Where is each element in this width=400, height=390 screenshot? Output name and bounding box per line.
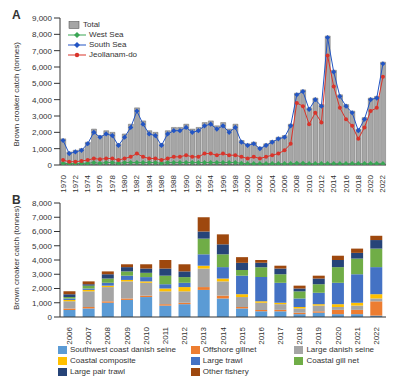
svg-text:4,000: 4,000 (32, 256, 53, 265)
svg-text:8,000: 8,000 (32, 30, 53, 39)
svg-text:Brown croaker catch (tonnes): Brown croaker catch (tonnes) (12, 205, 21, 310)
html-text:Jeollanam-do: Jeollanam-do (89, 50, 137, 59)
svg-text:2008: 2008 (103, 326, 112, 344)
svg-text:2006: 2006 (65, 326, 74, 344)
svg-text:2010: 2010 (305, 174, 314, 192)
html-text:A: A (12, 8, 21, 22)
html-text:South Sea: South Sea (89, 40, 127, 49)
html-text:West Sea: West Sea (89, 30, 124, 39)
svg-text:2007: 2007 (84, 326, 93, 344)
svg-text:1,000: 1,000 (32, 145, 53, 154)
svg-text:1984: 1984 (145, 174, 154, 192)
svg-text:2,000: 2,000 (32, 284, 53, 293)
svg-text:1976: 1976 (95, 174, 104, 192)
svg-text:2014: 2014 (329, 174, 338, 192)
svg-text:7,000: 7,000 (32, 47, 53, 56)
svg-text:6,000: 6,000 (32, 227, 53, 236)
html-text:Coastal gill net: Coastal gill net (306, 356, 359, 365)
svg-text:7,000: 7,000 (32, 213, 53, 222)
svg-text:1986: 1986 (157, 174, 166, 192)
svg-text:2004: 2004 (268, 174, 277, 192)
svg-text:2014: 2014 (219, 326, 228, 344)
svg-text:2002: 2002 (255, 174, 264, 192)
html-text:B: B (12, 193, 21, 207)
html-text:Offshore gillnet: Offshore gillnet (202, 345, 257, 354)
svg-text:2021: 2021 (353, 326, 362, 344)
svg-text:2022: 2022 (372, 326, 381, 344)
html-text:Large pair trawl: Large pair trawl (70, 367, 126, 376)
svg-text:1988: 1988 (169, 174, 178, 192)
svg-text:2016: 2016 (257, 326, 266, 344)
svg-text:2020: 2020 (366, 174, 375, 192)
svg-text:2011: 2011 (161, 326, 170, 344)
svg-text:1998: 1998 (231, 174, 240, 192)
svg-text:1,000: 1,000 (32, 299, 53, 308)
svg-text:1992: 1992 (194, 174, 203, 192)
svg-text:3,000: 3,000 (32, 270, 53, 279)
svg-text:2008: 2008 (292, 174, 301, 192)
svg-text:2019: 2019 (314, 326, 323, 344)
html-text:Coastal composite: Coastal composite (70, 356, 136, 365)
svg-text:2012: 2012 (317, 174, 326, 192)
svg-text:1974: 1974 (83, 174, 92, 192)
svg-text:1972: 1972 (71, 174, 80, 192)
svg-text:2012: 2012 (180, 326, 189, 344)
svg-text:5,000: 5,000 (32, 242, 53, 251)
svg-text:2,000: 2,000 (32, 128, 53, 137)
html-text:Southwest coast danish seine: Southwest coast danish seine (70, 345, 176, 354)
svg-text:9,000: 9,000 (32, 14, 53, 23)
svg-text:1990: 1990 (182, 174, 191, 192)
svg-text:0: 0 (48, 161, 53, 170)
svg-text:1982: 1982 (132, 174, 141, 192)
svg-text:2017: 2017 (276, 326, 285, 344)
svg-text:4,000: 4,000 (32, 96, 53, 105)
svg-text:5,000: 5,000 (32, 79, 53, 88)
svg-text:1994: 1994 (206, 174, 215, 192)
svg-text:2018: 2018 (295, 326, 304, 344)
html-text:Large danish seine: Large danish seine (306, 345, 374, 354)
svg-text:1996: 1996 (219, 174, 228, 192)
svg-text:2016: 2016 (342, 174, 351, 192)
svg-text:Brown croaker catch (tonnes): Brown croaker catch (tonnes) (12, 42, 21, 147)
svg-text:6,000: 6,000 (32, 63, 53, 72)
svg-text:0: 0 (48, 313, 53, 322)
svg-text:1978: 1978 (108, 174, 117, 192)
svg-text:1980: 1980 (120, 174, 129, 192)
svg-text:1970: 1970 (59, 174, 68, 192)
svg-text:2009: 2009 (123, 326, 132, 344)
svg-text:2020: 2020 (334, 326, 343, 344)
svg-text:2015: 2015 (238, 326, 247, 344)
svg-text:2010: 2010 (142, 326, 151, 344)
svg-text:2006: 2006 (280, 174, 289, 192)
svg-text:3,000: 3,000 (32, 112, 53, 121)
html-text:Other fishery: Other fishery (202, 367, 249, 376)
html-text:Large trawl: Large trawl (202, 356, 243, 365)
svg-text:2000: 2000 (243, 174, 252, 192)
svg-text:2018: 2018 (354, 174, 363, 192)
svg-text:2013: 2013 (199, 326, 208, 344)
svg-text:8,000: 8,000 (32, 199, 53, 208)
svg-text:2022: 2022 (378, 174, 387, 192)
html-text:Total: Total (83, 20, 100, 29)
